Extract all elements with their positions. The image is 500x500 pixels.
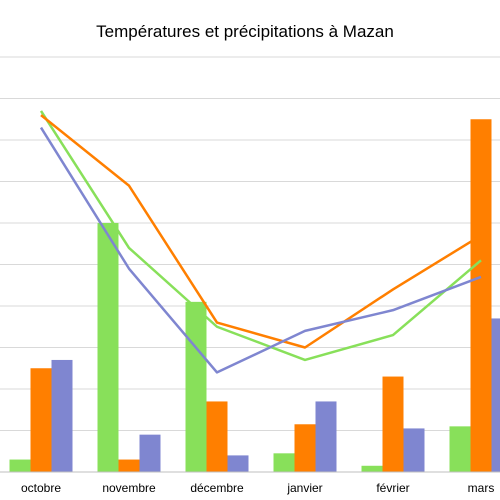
x-tick-label: octobre	[21, 481, 61, 495]
chart-title: Températures et précipitations à Mazan	[96, 22, 394, 41]
bar-2-novembre	[118, 459, 140, 472]
bar-3-novembre	[139, 434, 161, 472]
bar-3-janvier	[315, 401, 337, 472]
bar-2-janvier	[294, 424, 316, 472]
bar-3-février	[403, 428, 425, 472]
bar-3-mars	[491, 318, 500, 472]
x-ticks: octobre novembre décembre janvier février mar…	[21, 481, 494, 495]
line-series-1	[39, 110, 482, 362]
bar-1-janvier	[273, 453, 295, 472]
bar-2-février	[382, 376, 404, 472]
bar-2-octobre	[30, 368, 52, 472]
x-tick-label: décembre	[190, 481, 244, 495]
bar-1-octobre	[9, 459, 31, 472]
x-tick-label: mars	[468, 481, 495, 495]
bar-1-mars	[449, 426, 471, 472]
line-series-3	[39, 126, 482, 374]
bars	[9, 119, 500, 472]
bar-1-décembre	[185, 301, 207, 472]
x-tick-label: février	[376, 481, 409, 495]
x-tick-label: novembre	[102, 481, 156, 495]
bar-1-février	[361, 465, 383, 472]
grid	[0, 56, 500, 473]
lines	[39, 110, 482, 374]
bar-3-octobre	[51, 359, 73, 472]
bar-2-décembre	[206, 401, 228, 472]
x-tick-label: janvier	[286, 481, 322, 495]
bar-2-mars	[470, 119, 492, 472]
bar-1-novembre	[97, 223, 119, 472]
bar-3-décembre	[227, 455, 249, 472]
line-series-2	[40, 114, 482, 349]
